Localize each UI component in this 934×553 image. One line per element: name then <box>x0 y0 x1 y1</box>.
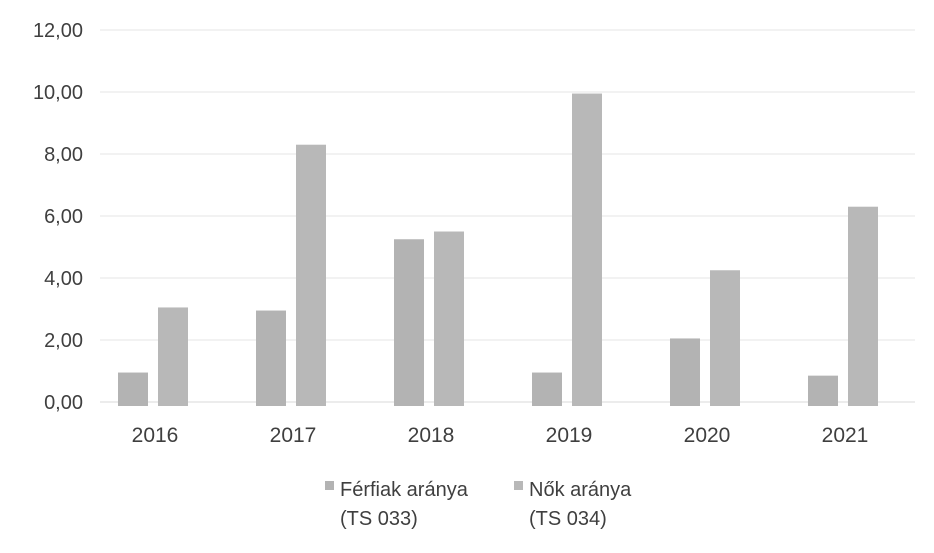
x-tick-label: 2017 <box>270 424 317 447</box>
y-tick-label: 8,00 <box>44 144 83 166</box>
legend-label-0: (TS 033) <box>340 508 418 530</box>
bar-series0-2016 <box>118 372 148 406</box>
x-axis-ticks: 2016 2017 2018 2019 2020 2021 <box>132 424 869 447</box>
bar-series1-2021 <box>848 206 878 406</box>
y-tick-label: 0,00 <box>44 392 83 414</box>
bar-series1-2020 <box>710 270 740 406</box>
bar-series0-2019 <box>532 372 562 406</box>
y-tick-label: 2,00 <box>44 330 83 352</box>
legend-label-1: Nők aránya <box>529 479 632 501</box>
bar-series1-2016 <box>158 307 188 406</box>
y-tick-label: 12,00 <box>33 20 83 42</box>
bar-series1-2019 <box>572 93 602 407</box>
x-tick-label: 2016 <box>132 424 179 447</box>
y-tick-label: 4,00 <box>44 268 83 290</box>
x-tick-label: 2021 <box>822 424 869 447</box>
bar-series1-2018 <box>434 231 464 406</box>
bar-series0-2017 <box>256 310 286 406</box>
y-axis-ticks: 0,00 2,00 4,00 6,00 8,00 10,00 12,00 <box>33 20 83 414</box>
x-tick-label: 2018 <box>408 424 455 447</box>
x-tick-label: 2020 <box>684 424 731 447</box>
bars <box>118 93 878 407</box>
bar-series0-2021 <box>808 375 838 406</box>
x-tick-label: 2019 <box>546 424 593 447</box>
bar-series0-2020 <box>670 338 700 406</box>
gridlines <box>100 29 915 403</box>
legend-label-0: Férfiak aránya <box>340 479 469 501</box>
y-tick-label: 10,00 <box>33 82 83 104</box>
bar-series0-2018 <box>394 239 424 406</box>
legend-swatch-1 <box>514 481 523 490</box>
legend-label-1: (TS 034) <box>529 508 607 530</box>
legend: Férfiak aránya (TS 033) Nők aránya (TS 034) <box>325 479 632 530</box>
bar-series1-2017 <box>296 144 326 406</box>
legend-swatch-0 <box>325 481 334 490</box>
y-tick-label: 6,00 <box>44 206 83 228</box>
